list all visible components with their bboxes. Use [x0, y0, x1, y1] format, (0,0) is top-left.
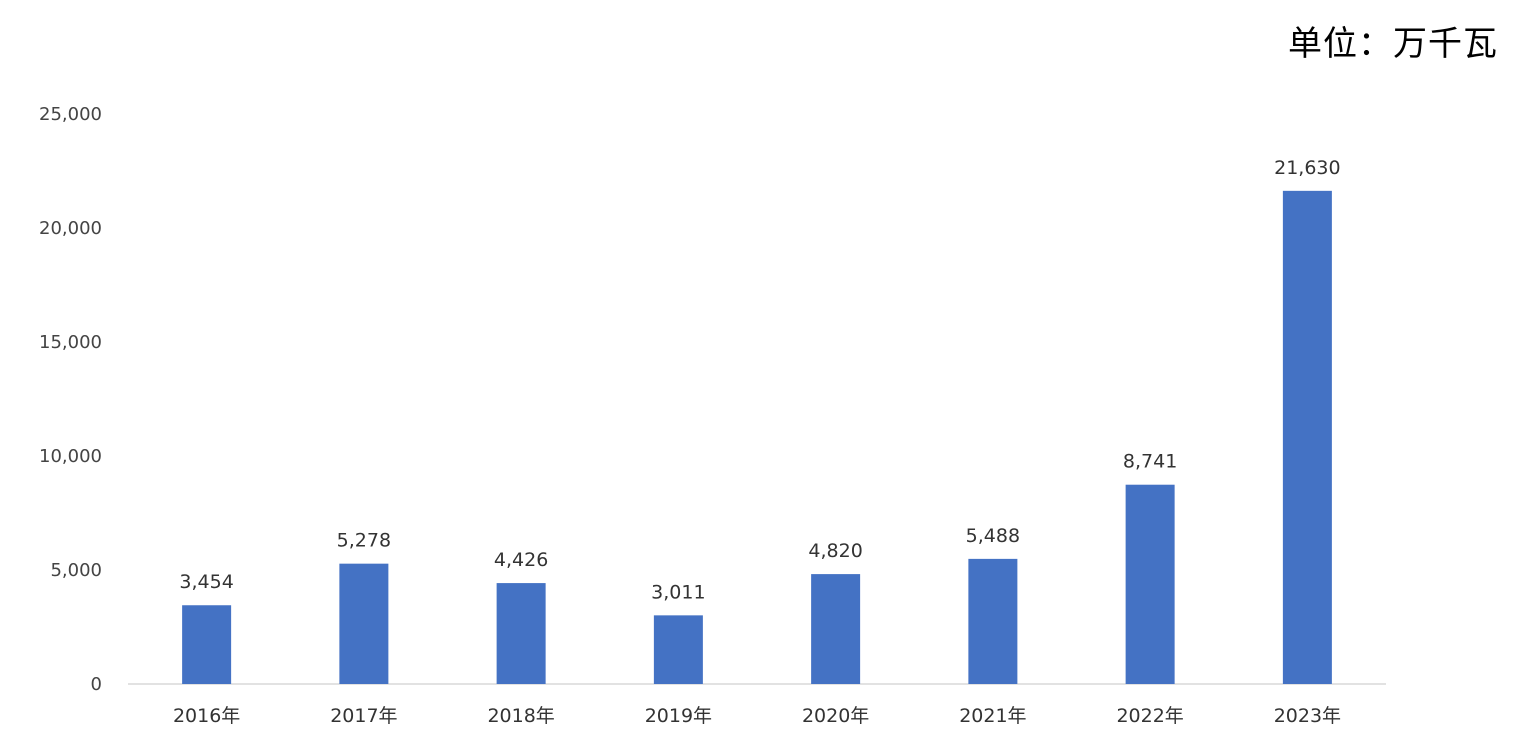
y-tick-label: 5,000: [50, 560, 102, 581]
x-tick-label: 2022年: [1116, 705, 1183, 727]
x-tick-label: 2019年: [645, 705, 712, 727]
unit-label: 单位：万千瓦: [1288, 24, 1498, 64]
y-tick-label: 10,000: [39, 446, 102, 467]
y-tick-label: 25,000: [39, 104, 102, 125]
y-tick-label: 0: [91, 674, 102, 695]
data-label: 21,630: [1274, 157, 1340, 179]
x-tick-label: 2021年: [959, 705, 1026, 727]
bar: [182, 605, 232, 684]
y-tick-label: 15,000: [39, 332, 102, 353]
x-tick-label: 2023年: [1274, 705, 1341, 727]
bar: [968, 558, 1018, 684]
data-labels: 3,454 5,278 4,426 3,011 4,820 5,488 8,741 21,63…: [179, 157, 1340, 604]
x-tick-label: 2020年: [802, 705, 869, 727]
y-axis: 0 5,000 10,000 15,000 20,000 25,000: [39, 104, 102, 695]
bar: [653, 615, 703, 684]
data-label: 5,488: [966, 525, 1020, 547]
bar: [1282, 190, 1332, 684]
x-tick-label: 2016年: [173, 705, 240, 727]
data-label: 5,278: [337, 530, 391, 552]
bar-series: [182, 190, 1332, 684]
x-tick-label: 2017年: [330, 705, 397, 727]
data-label: 3,454: [179, 571, 233, 593]
data-label: 4,820: [808, 540, 862, 562]
x-axis: 2016年 2017年 2018年 2019年 2020年 2021年 2022年 2023年: [128, 683, 1386, 727]
bar: [339, 563, 389, 684]
data-label: 3,011: [651, 581, 705, 603]
x-tick-label: 2018年: [487, 705, 554, 727]
data-label: 8,741: [1123, 451, 1177, 473]
y-tick-label: 20,000: [39, 218, 102, 239]
bar: [1125, 484, 1175, 684]
bar: [811, 574, 861, 684]
data-label: 4,426: [494, 549, 548, 571]
bar: [496, 583, 546, 684]
